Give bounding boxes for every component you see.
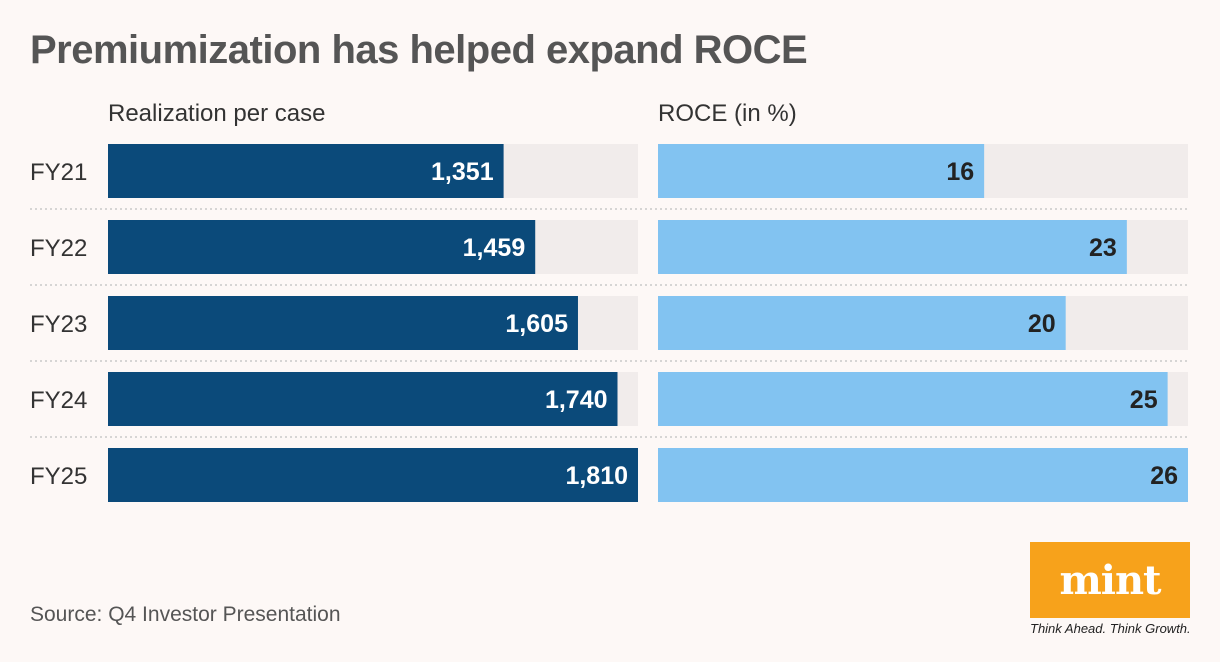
- bar-chart: FY21 1,351 16 FY22 1,459 23 FY23 1,605 20 FY24 1,7…: [30, 144, 1190, 502]
- realization-value-fy22: 1,459: [463, 234, 526, 262]
- panel-title-roce: ROCE (in %): [658, 100, 797, 127]
- mint-logo: mint: [1030, 542, 1190, 618]
- realization-bar-fy22: [108, 220, 536, 274]
- roce-bar-fy24: [658, 372, 1168, 426]
- realization-bar-fy24: [108, 372, 618, 426]
- mint-logo-text: mint: [1059, 556, 1161, 604]
- category-label-fy21: FY21: [30, 159, 87, 186]
- roce-value-fy24: 25: [1130, 386, 1158, 414]
- realization-value-fy21: 1,351: [431, 158, 494, 186]
- realization-bar-fy23: [108, 296, 578, 350]
- roce-value-fy22: 23: [1089, 234, 1117, 262]
- category-label-fy22: FY22: [30, 235, 87, 262]
- roce-bar-fy23: [658, 296, 1066, 350]
- category-label-fy23: FY23: [30, 311, 87, 338]
- logo-tagline: Think Ahead. Think Growth.: [1030, 621, 1191, 636]
- realization-value-fy25: 1,810: [565, 462, 628, 490]
- panel-title-realization: Realization per case: [108, 100, 326, 127]
- roce-value-fy23: 20: [1028, 310, 1056, 338]
- category-label-fy25: FY25: [30, 463, 87, 490]
- realization-value-fy23: 1,605: [505, 310, 568, 338]
- realization-bar-fy21: [108, 144, 504, 198]
- category-label-fy24: FY24: [30, 387, 87, 414]
- chart-title: Premiumization has helped expand ROCE: [30, 28, 808, 72]
- roce-value-fy25: 26: [1150, 462, 1178, 490]
- roce-value-fy21: 16: [946, 158, 974, 186]
- roce-bar-fy22: [658, 220, 1127, 274]
- source-note: Source: Q4 Investor Presentation: [30, 603, 341, 626]
- realization-value-fy24: 1,740: [545, 386, 608, 414]
- roce-bar-fy25: [658, 448, 1188, 502]
- realization-bar-fy25: [108, 448, 638, 502]
- roce-bar-fy21: [658, 144, 985, 198]
